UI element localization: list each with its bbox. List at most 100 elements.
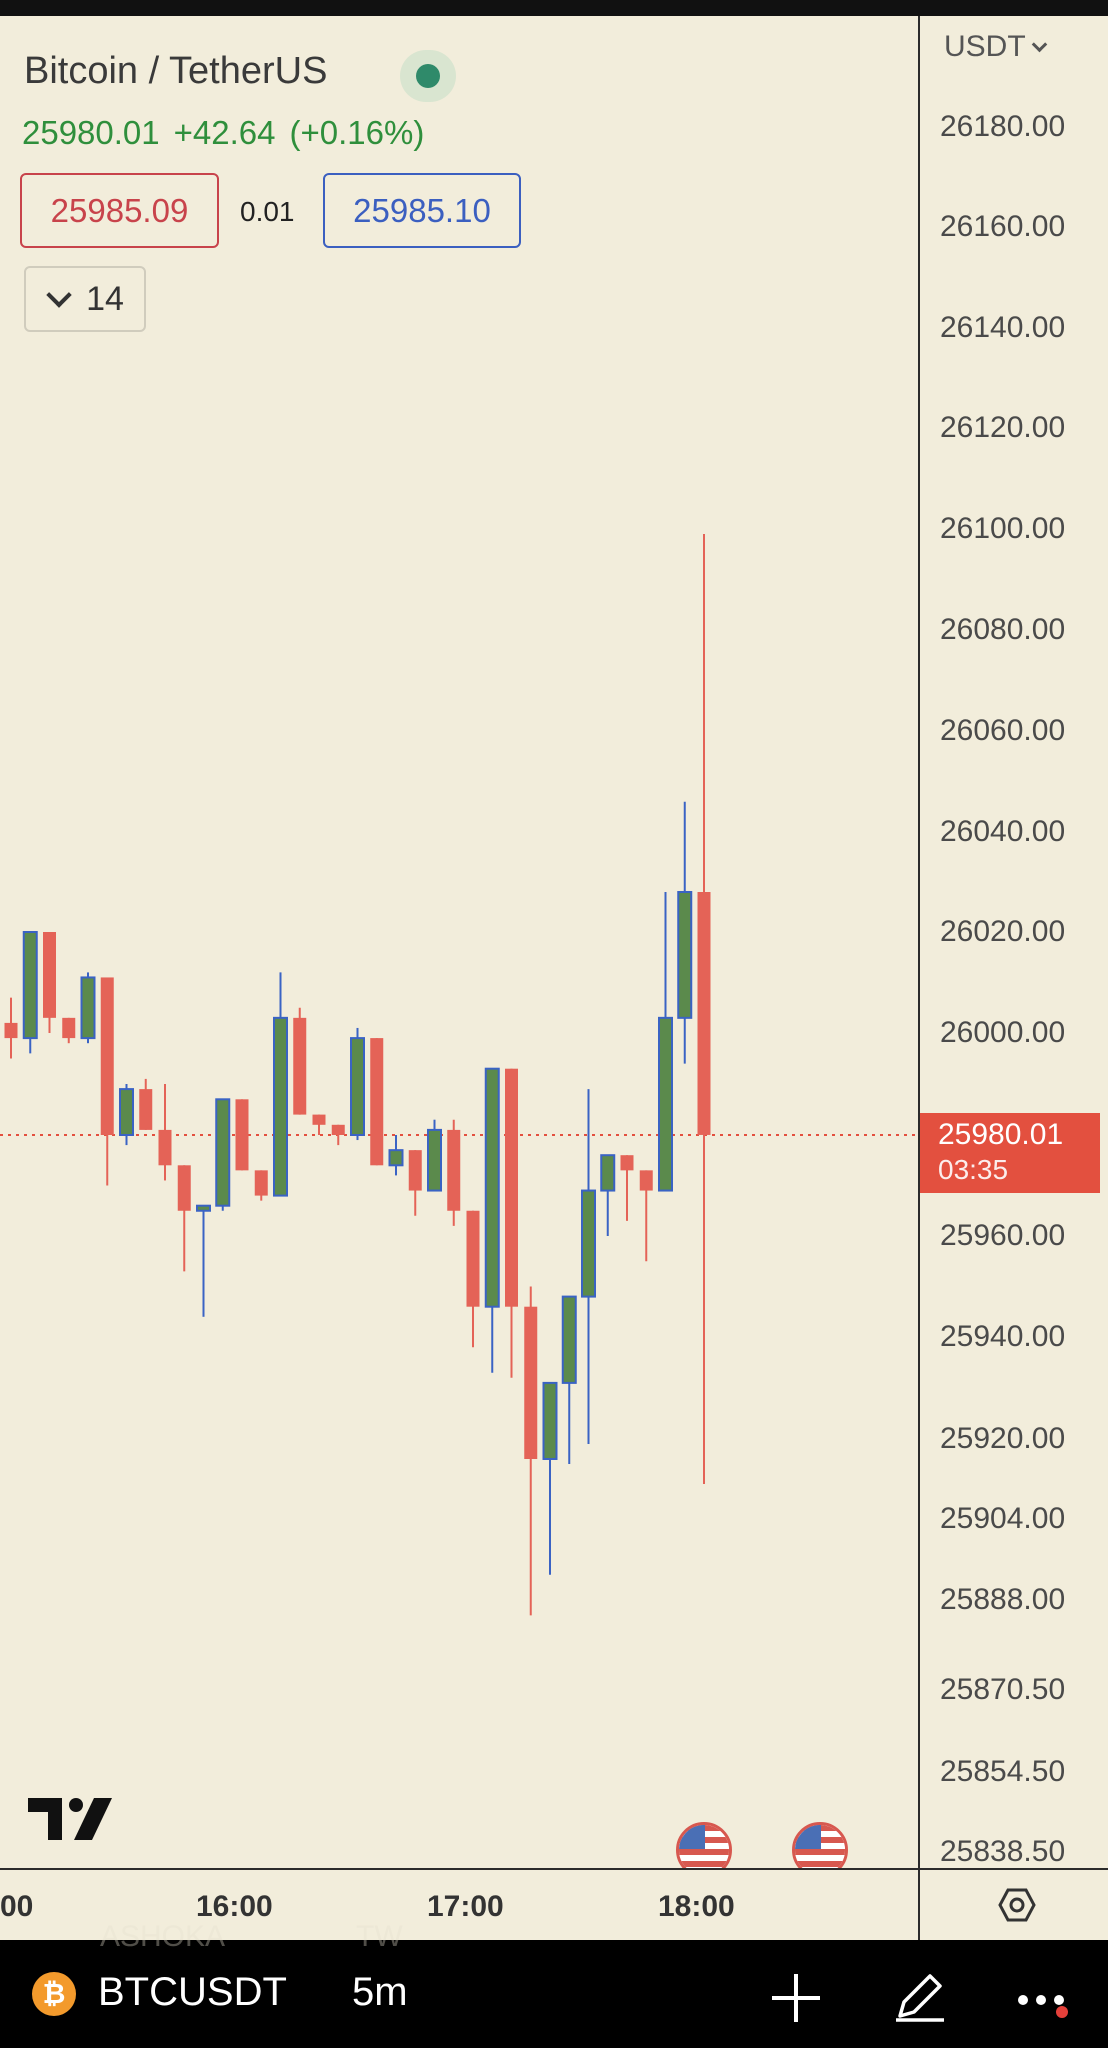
us-flag-icon[interactable] <box>792 1822 848 1868</box>
candle-body <box>600 1154 616 1192</box>
candle <box>4 997 18 1059</box>
price-tick-label: 26160.00 <box>940 210 1066 243</box>
candle <box>524 1286 538 1616</box>
candle <box>600 1154 616 1236</box>
candle <box>62 1017 76 1044</box>
interval-button[interactable]: 5m <box>352 1970 408 2014</box>
price-tick-label: 25870.50 <box>940 1673 1066 1706</box>
candle-body <box>388 1149 404 1167</box>
candle <box>505 1068 518 1378</box>
plus-icon[interactable] <box>772 1974 820 2022</box>
candle-body <box>427 1128 442 1192</box>
candlestick-chart[interactable] <box>0 16 918 1868</box>
currency-selector[interactable]: USDT <box>944 30 1047 64</box>
buy-button[interactable]: 25985.10 <box>323 173 521 248</box>
live-dot-icon <box>416 64 440 88</box>
candle <box>43 932 56 1033</box>
candle-body <box>158 1129 172 1166</box>
candle <box>639 1170 653 1262</box>
pen-icon[interactable] <box>892 1968 948 2024</box>
price-tick-label: 26040.00 <box>940 815 1066 848</box>
chart-area[interactable]: Bitcoin / TetherUS 25980.01 +42.64 (+0.16%… <box>0 16 918 1868</box>
symbol-title[interactable]: Bitcoin / TetherUS <box>24 50 328 92</box>
candle-body <box>196 1204 211 1212</box>
candle <box>235 1099 249 1171</box>
candle-body <box>235 1099 249 1171</box>
candle-body <box>331 1124 345 1135</box>
candle <box>273 972 288 1197</box>
candle-body <box>639 1170 653 1191</box>
more-icon[interactable] <box>1018 1992 1072 2018</box>
chart-settings-cell[interactable] <box>918 1868 1108 1940</box>
us-flag-icon[interactable] <box>676 1822 732 1868</box>
candle <box>100 977 114 1186</box>
faded-text: ASHOKA <box>100 1920 226 1953</box>
candle <box>408 1150 422 1216</box>
price-summary: 25980.01 +42.64 (+0.16%) <box>22 114 438 152</box>
candle <box>177 1165 191 1272</box>
price-tick-label: 25940.00 <box>940 1320 1066 1353</box>
candle <box>312 1114 326 1135</box>
faded-text: TW <box>356 1920 403 1953</box>
candle-countdown: 03:35 <box>938 1153 1009 1185</box>
candle-body <box>677 891 693 1019</box>
candle-body <box>312 1114 326 1125</box>
candle-body <box>466 1210 480 1307</box>
candle-body <box>254 1170 268 1196</box>
candle <box>80 972 96 1044</box>
price-tick-label: 25854.50 <box>940 1755 1066 1788</box>
candle-body <box>293 1017 307 1115</box>
candle-body <box>80 976 96 1040</box>
candle-body <box>177 1165 191 1211</box>
price-tick-label: 26120.00 <box>940 411 1066 444</box>
price-tick-label: 26100.00 <box>940 512 1066 545</box>
price-tick-label: 26180.00 <box>940 110 1066 143</box>
candle <box>697 534 711 1484</box>
time-axis[interactable]: :00 16:00 17:00 18:00 <box>0 1868 918 1940</box>
candle-body <box>370 1038 384 1166</box>
market-status[interactable] <box>400 50 456 102</box>
candle-body <box>524 1306 538 1459</box>
candle <box>677 801 693 1064</box>
price-tick-label: 26080.00 <box>940 613 1066 646</box>
candle-body <box>62 1017 76 1039</box>
candle-body <box>505 1068 518 1307</box>
last-price: 25980.01 <box>22 114 160 151</box>
price-change: +42.64 <box>173 114 276 151</box>
candle <box>466 1210 480 1348</box>
candle <box>370 1038 384 1166</box>
price-axis[interactable]: USDT 26180.00 26160.00 26140.00 26120.00 261… <box>918 16 1108 1868</box>
candle <box>293 1007 307 1115</box>
candle-body <box>408 1150 422 1191</box>
candle <box>620 1155 634 1221</box>
candle <box>196 1204 211 1317</box>
candle-body <box>447 1129 461 1211</box>
status-bar <box>0 0 1108 16</box>
sell-button[interactable]: 25985.09 <box>20 173 219 248</box>
candle <box>427 1119 442 1192</box>
candle-body <box>484 1067 500 1308</box>
candle <box>215 1098 231 1211</box>
candle-body <box>43 932 56 1018</box>
indicators-toggle-button[interactable]: 14 <box>24 266 146 332</box>
price-tick-label: 25904.00 <box>940 1502 1066 1535</box>
price-change-pct: (+0.16%) <box>289 114 425 151</box>
candle-body <box>273 1016 288 1197</box>
time-label: 16:00 <box>196 1890 273 1923</box>
candle-body <box>542 1381 558 1461</box>
chevron-down-icon <box>46 282 72 308</box>
candle <box>484 1067 500 1373</box>
time-label: 17:00 <box>427 1890 504 1923</box>
current-price-value: 25980.01 <box>938 1117 1064 1151</box>
candle-body <box>22 931 38 1040</box>
candle-body <box>139 1089 153 1130</box>
candle <box>119 1084 134 1146</box>
spread-value: 0.01 <box>240 196 295 227</box>
tradingview-logo[interactable] <box>28 1796 112 1842</box>
candle <box>22 931 38 1054</box>
hexagon-settings-icon[interactable] <box>998 1888 1036 1922</box>
candle <box>658 892 673 1192</box>
bitcoin-coin-icon: ₿ <box>32 1972 76 2016</box>
candle-body <box>350 1037 365 1136</box>
symbol-button[interactable]: BTCUSDT <box>98 1970 287 2014</box>
